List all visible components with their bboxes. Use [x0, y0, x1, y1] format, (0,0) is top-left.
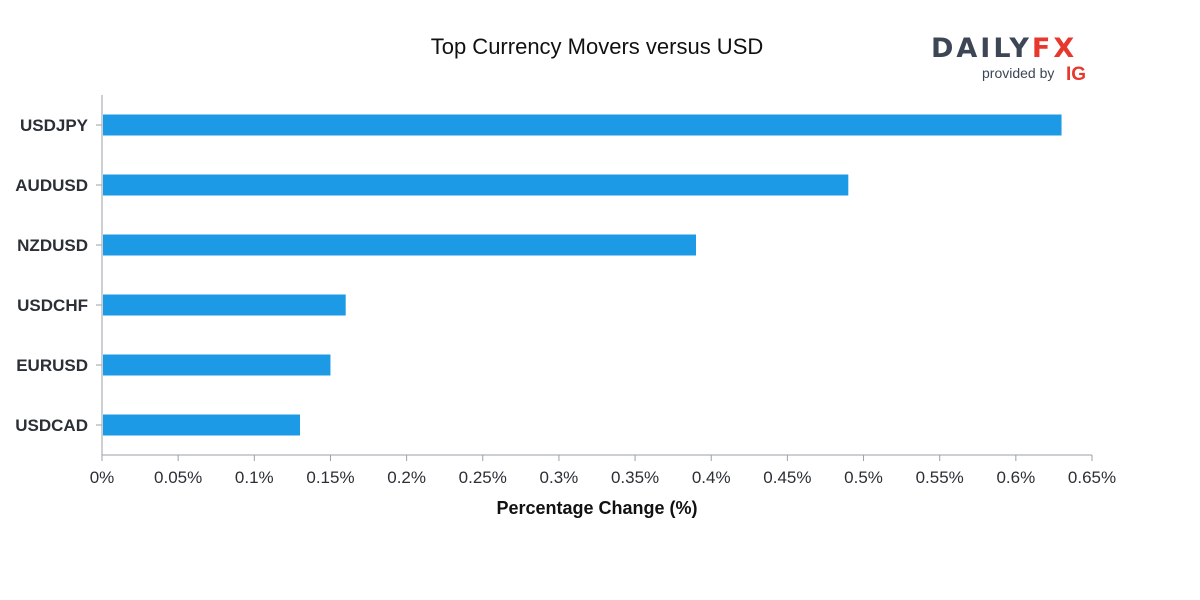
x-tick-label: 0.5% — [844, 468, 883, 487]
x-tick-label: 0% — [90, 468, 115, 487]
chart-title: Top Currency Movers versus USD — [431, 34, 764, 59]
category-labels: USDJPY AUDUSD NZDUSD USDCHF EURUSD USDCAD — [15, 116, 88, 435]
x-tick-label: 0.55% — [916, 468, 964, 487]
bar-audusd — [103, 174, 849, 196]
provided-by-text: provided by — [982, 65, 1054, 81]
category-label-usdchf: USDCHF — [17, 296, 88, 315]
logo-daily-text: DAILY — [931, 33, 1032, 64]
ig-logo-text: IG — [1066, 64, 1086, 85]
x-tick-label: 0.15% — [306, 468, 354, 487]
x-tick-label: 0.45% — [763, 468, 811, 487]
dailyfx-logo: DAILYFX provided by IG — [931, 33, 1086, 85]
axes — [96, 95, 1092, 456]
bar-eurusd — [103, 354, 331, 376]
logo-fx-text: FX — [1032, 33, 1077, 64]
x-tick-label: 0.6% — [996, 468, 1035, 487]
x-axis-label: Percentage Change (%) — [496, 498, 697, 518]
x-tick-label: 0.1% — [235, 468, 274, 487]
bar-usdchf — [103, 294, 346, 316]
svg-text:DAILYFX: DAILYFX — [931, 33, 1077, 64]
x-tick-label: 0.3% — [540, 468, 579, 487]
bar-usdjpy — [103, 114, 1062, 136]
bar-usdcad — [103, 414, 300, 436]
x-tick-label: 0.2% — [387, 468, 426, 487]
category-label-usdjpy: USDJPY — [20, 116, 89, 135]
category-label-nzdusd: NZDUSD — [17, 236, 88, 255]
x-tick-label: 0.05% — [154, 468, 202, 487]
x-tick-label: 0.35% — [611, 468, 659, 487]
category-label-eurusd: EURUSD — [16, 356, 88, 375]
bar-nzdusd — [103, 234, 696, 256]
category-label-usdcad: USDCAD — [15, 416, 88, 435]
category-label-audusd: AUDUSD — [15, 176, 88, 195]
x-tick-label: 0.65% — [1068, 468, 1116, 487]
x-axis-ticks: 0% 0.05% 0.1% 0.15% 0.2% 0.25% 0.3% 0.35% 0.4% 0.… — [90, 455, 1116, 487]
x-tick-label: 0.4% — [692, 468, 731, 487]
x-tick-label: 0.25% — [459, 468, 507, 487]
bars-group — [103, 114, 1062, 436]
